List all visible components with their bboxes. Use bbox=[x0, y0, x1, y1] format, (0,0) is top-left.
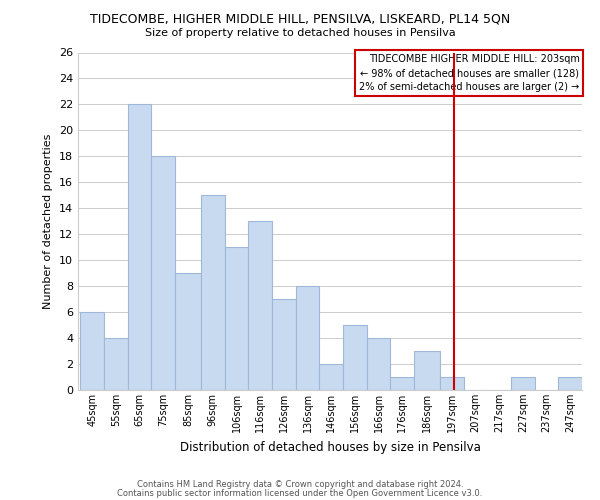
Bar bbox=[511, 377, 535, 390]
Bar bbox=[175, 273, 201, 390]
Bar bbox=[151, 156, 175, 390]
Bar bbox=[319, 364, 343, 390]
Bar bbox=[104, 338, 128, 390]
Y-axis label: Number of detached properties: Number of detached properties bbox=[43, 134, 53, 309]
Text: TIDECOMBE, HIGHER MIDDLE HILL, PENSILVA, LISKEARD, PL14 5QN: TIDECOMBE, HIGHER MIDDLE HILL, PENSILVA,… bbox=[90, 12, 510, 26]
Bar bbox=[343, 325, 367, 390]
Bar bbox=[128, 104, 151, 390]
Bar bbox=[391, 377, 414, 390]
Text: Size of property relative to detached houses in Pensilva: Size of property relative to detached ho… bbox=[145, 28, 455, 38]
Bar bbox=[225, 247, 248, 390]
Bar bbox=[414, 351, 440, 390]
Bar bbox=[559, 377, 582, 390]
Text: TIDECOMBE HIGHER MIDDLE HILL: 203sqm
← 98% of detached houses are smaller (128)
: TIDECOMBE HIGHER MIDDLE HILL: 203sqm ← 9… bbox=[359, 54, 580, 92]
Bar bbox=[248, 221, 272, 390]
Bar bbox=[80, 312, 104, 390]
X-axis label: Distribution of detached houses by size in Pensilva: Distribution of detached houses by size … bbox=[179, 440, 481, 454]
Bar bbox=[367, 338, 391, 390]
Bar bbox=[272, 299, 296, 390]
Bar bbox=[296, 286, 319, 390]
Bar bbox=[201, 196, 225, 390]
Bar bbox=[440, 377, 464, 390]
Text: Contains HM Land Registry data © Crown copyright and database right 2024.: Contains HM Land Registry data © Crown c… bbox=[137, 480, 463, 489]
Text: Contains public sector information licensed under the Open Government Licence v3: Contains public sector information licen… bbox=[118, 488, 482, 498]
